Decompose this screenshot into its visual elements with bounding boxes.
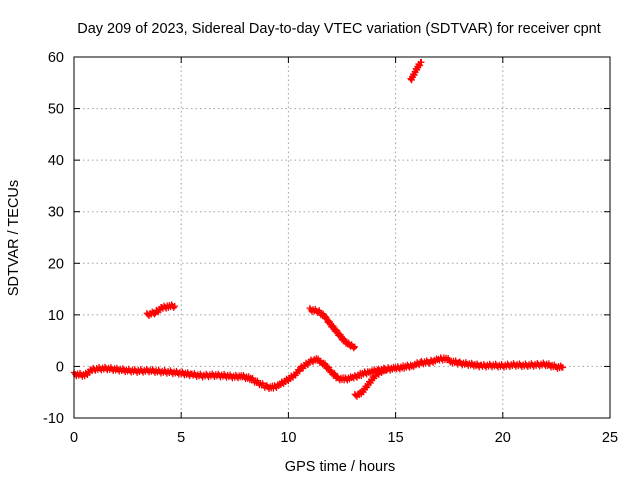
x-tick-labels: 0 5 10 15 20 25 [70, 430, 618, 446]
y-tick-label: 30 [48, 205, 64, 221]
plot-frame [73, 56, 611, 419]
series-segment-descending [306, 304, 359, 352]
x-tick-label: 25 [602, 430, 618, 446]
x-tick-label: 15 [388, 430, 404, 446]
y-tick-labels: -10 0 10 20 30 40 50 60 [43, 50, 64, 427]
data-points [70, 58, 567, 400]
y-tick-label: 20 [48, 256, 64, 272]
y-tick-label: 40 [48, 153, 64, 169]
y-axis-label: SDTVAR / TECUs [6, 180, 22, 296]
series-dip-branch [351, 365, 391, 400]
x-tick-label: 20 [495, 430, 511, 446]
chart-title: Day 209 of 2023, Sidereal Day-to-day VTE… [77, 21, 601, 37]
series-segment-high [407, 58, 425, 84]
x-tick-label: 5 [177, 430, 185, 446]
data-point [171, 302, 178, 310]
series-main-track [70, 354, 567, 393]
y-tick-label: 60 [48, 50, 64, 66]
data-point [425, 360, 433, 367]
data-point [416, 62, 424, 69]
data-point [350, 344, 357, 352]
data-point [151, 311, 158, 318]
series-segment-near-10 [143, 301, 178, 320]
data-point [296, 368, 303, 375]
x-tick-label: 0 [70, 430, 78, 446]
y-tick-label: 50 [48, 102, 64, 118]
x-axis-label: GPS time / hours [285, 459, 395, 475]
data-point [559, 364, 567, 371]
y-tick-label: 10 [48, 308, 64, 324]
y-tick-label: 0 [56, 359, 64, 375]
data-point [351, 343, 359, 351]
data-point [418, 58, 425, 66]
data-point [383, 366, 391, 373]
x-tick-label: 10 [280, 430, 296, 446]
y-tick-label: -10 [43, 411, 64, 427]
